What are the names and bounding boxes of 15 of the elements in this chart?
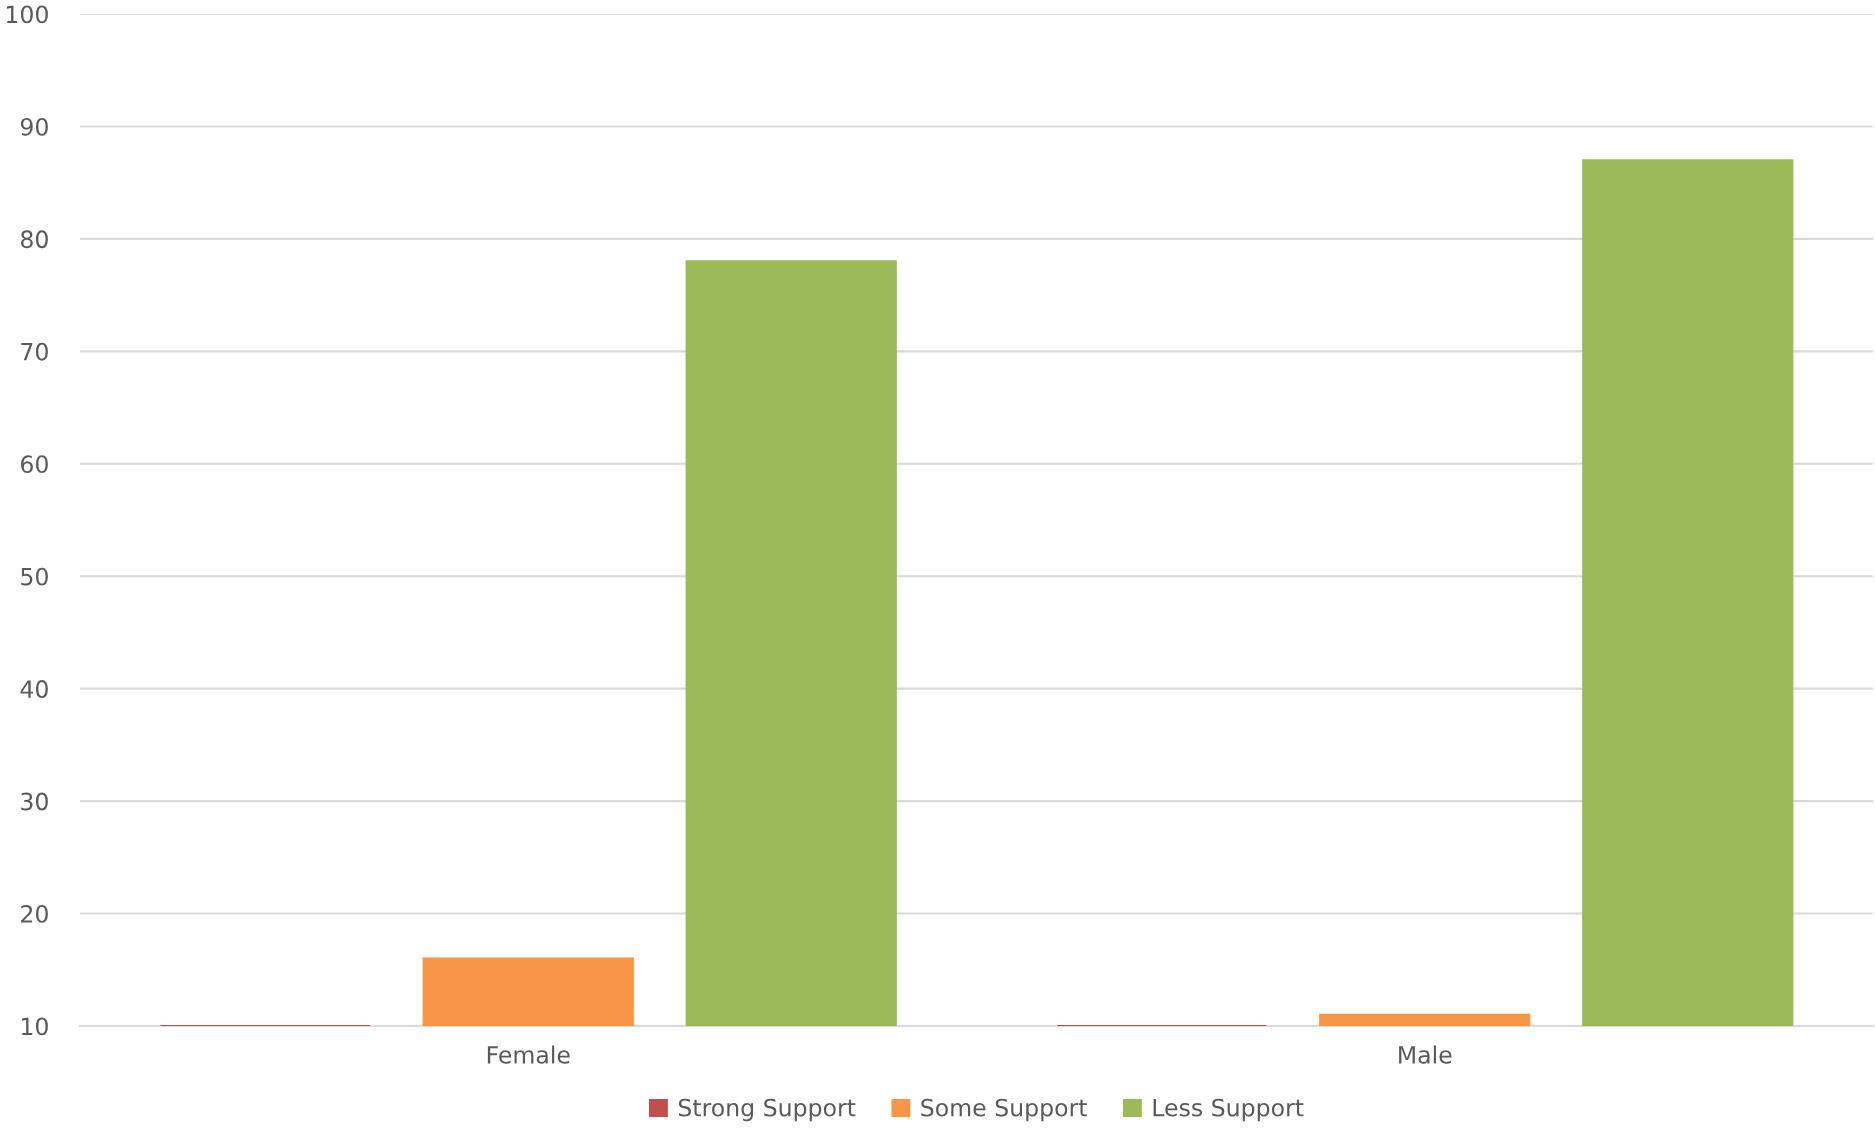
x-tick-label: Male <box>1399 1045 1452 1064</box>
y-tick-label: 60 <box>21 455 48 474</box>
y-tick-label: 40 <box>20 680 48 698</box>
y-tick-label: 70 <box>21 342 48 361</box>
y-tick-label: 30 <box>21 792 48 811</box>
y-tick-label: 100 <box>6 5 48 24</box>
y-tick-label: 20 <box>21 905 48 923</box>
y-tick-label: 10 <box>21 1017 48 1036</box>
y-tick-label: 80 <box>21 230 48 249</box>
y-tick-label: 50 <box>21 567 48 586</box>
legend-label: Less Support <box>1153 1098 1304 1122</box>
y-tick-label: 90 <box>20 117 48 136</box>
x-tick-label: Female <box>487 1045 570 1064</box>
legend-label: Strong Support <box>678 1098 856 1122</box>
legend-label: Some Support <box>921 1098 1087 1122</box>
